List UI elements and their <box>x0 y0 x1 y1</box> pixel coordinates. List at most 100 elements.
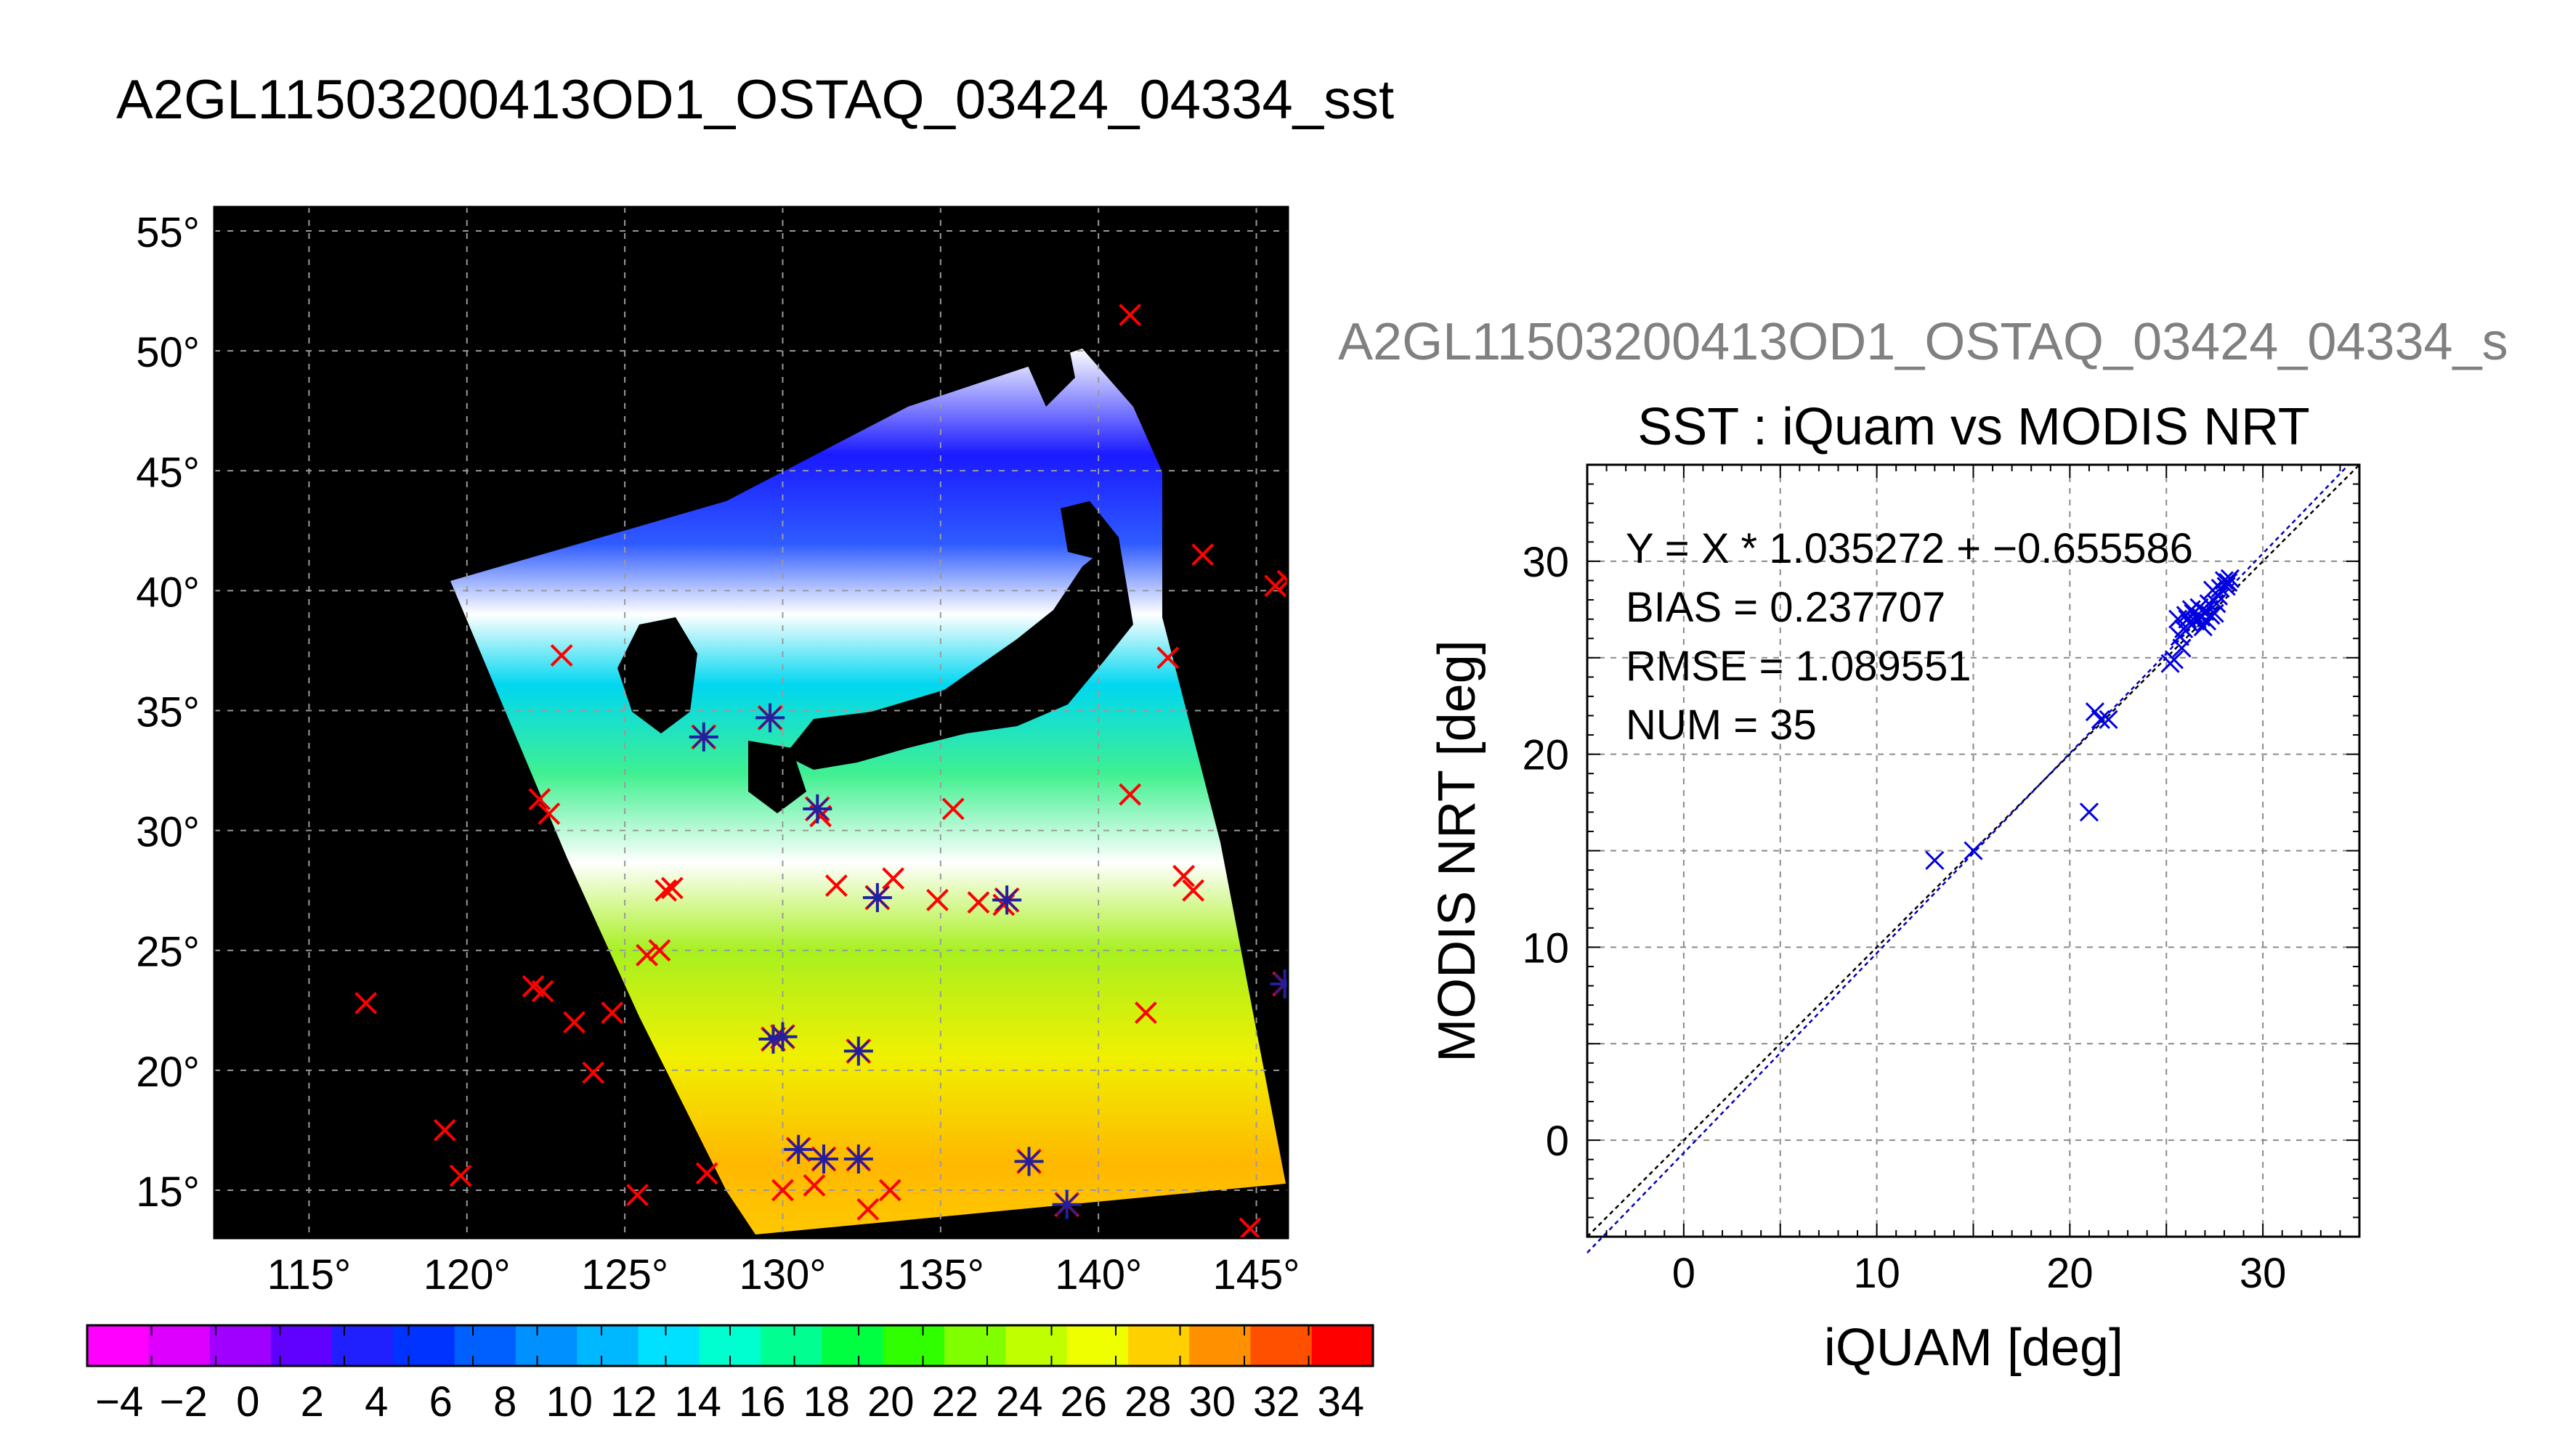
colorbar-label: 10 <box>546 1378 593 1426</box>
buoy-marker <box>626 1184 649 1206</box>
scatter-point <box>2201 606 2221 625</box>
longitude-label: 130° <box>739 1251 826 1298</box>
matched-buoy-marker <box>689 722 718 752</box>
scatter-point <box>2079 802 2099 822</box>
buoy-marker <box>660 877 684 900</box>
x-tick-label: 30 <box>2240 1250 2287 1297</box>
buoy-marker <box>824 874 848 897</box>
stat-annotation: Y = X * 1.035272 + −0.655586 <box>1626 525 2193 572</box>
colorbar-cell <box>883 1325 945 1366</box>
buoy-marker <box>1156 646 1180 670</box>
buoy-marker <box>563 1011 585 1034</box>
colorbar-cell <box>638 1325 700 1366</box>
latitude-label: 40° <box>136 569 200 616</box>
colorbar-label: 24 <box>996 1378 1043 1426</box>
y-tick-label: 30 <box>1522 539 1569 586</box>
colorbar-cell <box>148 1325 211 1366</box>
fit-line <box>1586 464 2350 1253</box>
buoy-marker <box>1239 1217 1262 1238</box>
y-tick-label: 10 <box>1522 924 1569 972</box>
colorbar-label: 30 <box>1188 1378 1236 1426</box>
scatter-point <box>2178 609 2197 629</box>
latitude-label: 50° <box>136 329 200 376</box>
scatter-point <box>2214 571 2234 590</box>
y-tick-labels: 0 10 20 30 <box>1522 539 1569 1165</box>
scatter-point <box>2199 594 2218 614</box>
colorbar-label: 16 <box>739 1378 786 1426</box>
buoy-marker <box>967 891 990 914</box>
matched-buoy-marker <box>755 703 785 733</box>
colorbar-cell <box>332 1325 394 1366</box>
matched-buoy-marker <box>992 885 1022 915</box>
land-korea <box>617 617 697 733</box>
buoy-marker <box>1303 513 1324 534</box>
longitude-label: 125° <box>581 1251 668 1298</box>
colorbar-label: 26 <box>1060 1378 1107 1426</box>
scatter-point <box>2193 617 2213 637</box>
x-tick-label: 10 <box>1853 1250 1900 1297</box>
buoy-marker <box>601 1001 624 1024</box>
buoy-marker <box>1172 864 1195 887</box>
scatter-point <box>2170 627 2189 646</box>
scatter-filename: A2GL11503200413OD1_OSTAQ_03424_04334_s <box>1338 313 2508 371</box>
stat-annotation: BIAS = 0.237707 <box>1626 584 1945 631</box>
latitude-labels: 55° 50° 45° 40° 35° 30° 25° 20° 15° <box>136 209 200 1216</box>
buoy-marker <box>1191 543 1215 566</box>
buoy-markers-red <box>354 304 1340 1238</box>
buoy-marker <box>1119 783 1142 806</box>
buoy-marker <box>1286 572 1288 595</box>
latitude-label: 25° <box>136 929 200 976</box>
colorbar-cell <box>1189 1325 1251 1366</box>
longitude-label: 140° <box>1055 1251 1142 1298</box>
buoy-marker <box>1134 1001 1157 1024</box>
colorbar-label: 32 <box>1253 1378 1300 1426</box>
land-japan <box>785 537 1133 770</box>
y-axis-label: MODIS NRT [deg] <box>1428 640 1486 1062</box>
latitude-label: 55° <box>136 209 200 256</box>
main-title: A2GL11503200413OD1_OSTAQ_03424_04334_sst <box>116 69 1394 131</box>
colorbar-label: 4 <box>365 1378 388 1426</box>
buoy-marker <box>449 1164 472 1187</box>
scatter-point <box>2205 603 2224 623</box>
scatter-point <box>2220 569 2240 588</box>
buoy-marker <box>433 1118 456 1142</box>
colorbar-cell <box>944 1325 1006 1366</box>
map-gridlines <box>214 207 1288 1238</box>
buoy-marker <box>636 943 658 967</box>
buoy-marker <box>1319 501 1340 521</box>
scatter-point <box>2208 586 2229 606</box>
scatter-points <box>1925 569 2240 870</box>
scatter-point <box>2218 573 2238 593</box>
buoy-marker <box>878 1179 901 1202</box>
scatter-point <box>2172 638 2192 658</box>
sst-map: 55° 50° 45° 40° 35° 30° 25° 20° 15° 115° 120° 125°… <box>136 206 1340 1298</box>
matched-buoy-marker <box>784 1134 814 1164</box>
land-sakhalin <box>1002 218 1075 407</box>
scatter-point <box>2164 650 2184 670</box>
scatter-point <box>2181 600 2201 619</box>
scatter-minor-ticks <box>1586 464 2360 1237</box>
matched-buoy-marker <box>803 794 832 823</box>
colorbar-cell <box>393 1325 455 1366</box>
buoy-marker <box>582 1061 605 1084</box>
longitude-label: 120° <box>424 1251 511 1298</box>
colorbar-cell <box>577 1325 639 1366</box>
colorbar-label: 34 <box>1317 1378 1364 1426</box>
buoy-marker <box>538 802 561 825</box>
colorbar-cell <box>761 1325 822 1366</box>
buoy-marker <box>648 939 671 962</box>
buoy-marker <box>771 1179 794 1202</box>
scatter-plot: 0 10 20 30 0 10 20 30 Y = X * 1.035272 + −0.65… <box>1428 463 2361 1377</box>
buoy-marker <box>926 888 949 911</box>
matched-buoy-marker <box>843 1144 873 1174</box>
matched-buoy-marker <box>862 883 892 913</box>
colorbar-cells <box>87 1325 1374 1366</box>
longitude-labels: 115° 120° 125° 130° 135° 140° 145° <box>267 1251 1300 1298</box>
scatter-point <box>2099 709 2118 729</box>
colorbar-labels: −4 −2 0 2 4 6 8 10 12 14 16 18 20 22 24 26 28 30 32 34 <box>95 1378 1364 1426</box>
colorbar-label: 14 <box>674 1378 721 1426</box>
scatter-point <box>2085 702 2104 722</box>
map-frame <box>213 206 1289 1240</box>
